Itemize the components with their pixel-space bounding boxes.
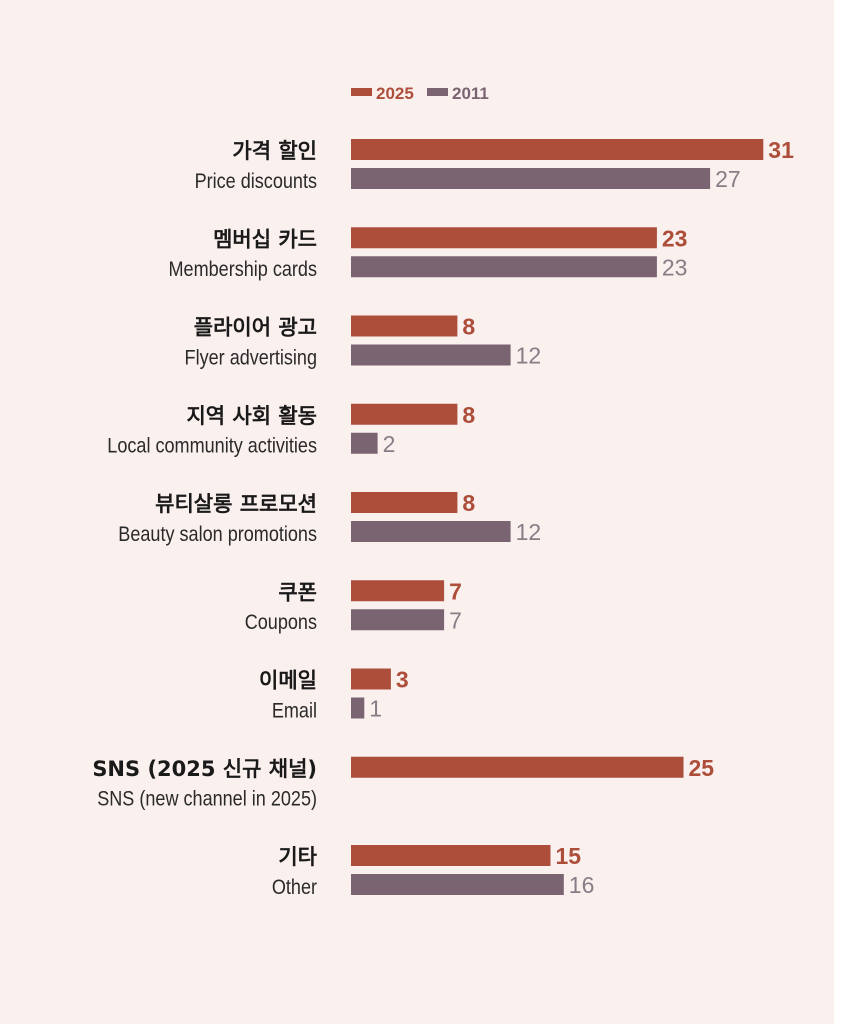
- category-label-ko: 이메일: [259, 669, 317, 693]
- bar-2011: [351, 168, 711, 189]
- value-label-2011: 23: [662, 254, 688, 280]
- bar-2011: [351, 256, 657, 278]
- value-label-2025: 8: [462, 402, 475, 428]
- category-label-en: Email: [272, 699, 317, 723]
- category-label-en: Beauty salon promotions: [118, 523, 317, 547]
- legend-swatch-2025: [351, 88, 372, 96]
- bar-2025: [351, 227, 657, 249]
- value-label-2025: 25: [689, 755, 715, 781]
- bar-2011: [351, 432, 378, 454]
- bar-2025: [351, 845, 551, 866]
- bar-2025: [351, 492, 458, 513]
- category-label-en: SNS (new channel in 2025): [97, 788, 317, 812]
- bar-2011: [351, 609, 445, 631]
- category-label-ko: 쿠폰: [278, 580, 317, 604]
- category-label-en: Other: [272, 876, 318, 900]
- bar-2025: [351, 139, 764, 160]
- category-label-en: Price discounts: [195, 170, 318, 194]
- category-label-ko: 기타: [278, 845, 317, 869]
- category-label-ko: 멤버십 카드: [213, 227, 317, 251]
- category-label-en: Coupons: [245, 611, 317, 635]
- bar-2025: [351, 315, 458, 337]
- value-label-2025: 23: [662, 225, 688, 251]
- value-label-2011: 1: [369, 696, 382, 722]
- value-label-2025: 3: [396, 667, 409, 693]
- bar-2025: [351, 668, 391, 690]
- bar-2011: [351, 874, 564, 895]
- legend-swatch-2011: [427, 88, 448, 96]
- bar-2011: [351, 344, 511, 366]
- category-label-ko: 가격 할인: [232, 139, 317, 163]
- category-label-en: Membership cards: [168, 258, 317, 282]
- bar-2025: [351, 403, 458, 425]
- value-label-2025: 31: [768, 137, 794, 163]
- bar-2025: [351, 580, 445, 602]
- value-label-2011: 27: [715, 166, 741, 192]
- bar-2011: [351, 521, 511, 542]
- value-label-2011: 2: [383, 431, 396, 457]
- category-label-ko: SNS (2025 신규 채널): [92, 757, 317, 781]
- value-label-2025: 8: [462, 490, 475, 516]
- value-label-2011: 12: [516, 519, 542, 545]
- value-label-2025: 8: [462, 314, 475, 340]
- value-label-2011: 16: [569, 872, 595, 898]
- category-label-en: Flyer advertising: [185, 346, 317, 370]
- category-label-ko: 뷰티살롱 프로모션: [155, 492, 317, 516]
- legend-label-2025: 2025: [376, 84, 414, 103]
- category-label-en: Local community activities: [107, 435, 317, 459]
- value-label-2025: 15: [556, 843, 582, 869]
- value-label-2011: 12: [516, 343, 542, 369]
- category-label-ko: 플라이어 광고: [194, 316, 317, 340]
- category-label-ko: 지역 사회 활동: [186, 404, 317, 428]
- value-label-2011: 7: [449, 607, 462, 633]
- bar-2025: [351, 756, 684, 778]
- value-label-2025: 7: [449, 578, 462, 604]
- legend-label-2011: 2011: [452, 84, 489, 103]
- bar-2011: [351, 697, 365, 719]
